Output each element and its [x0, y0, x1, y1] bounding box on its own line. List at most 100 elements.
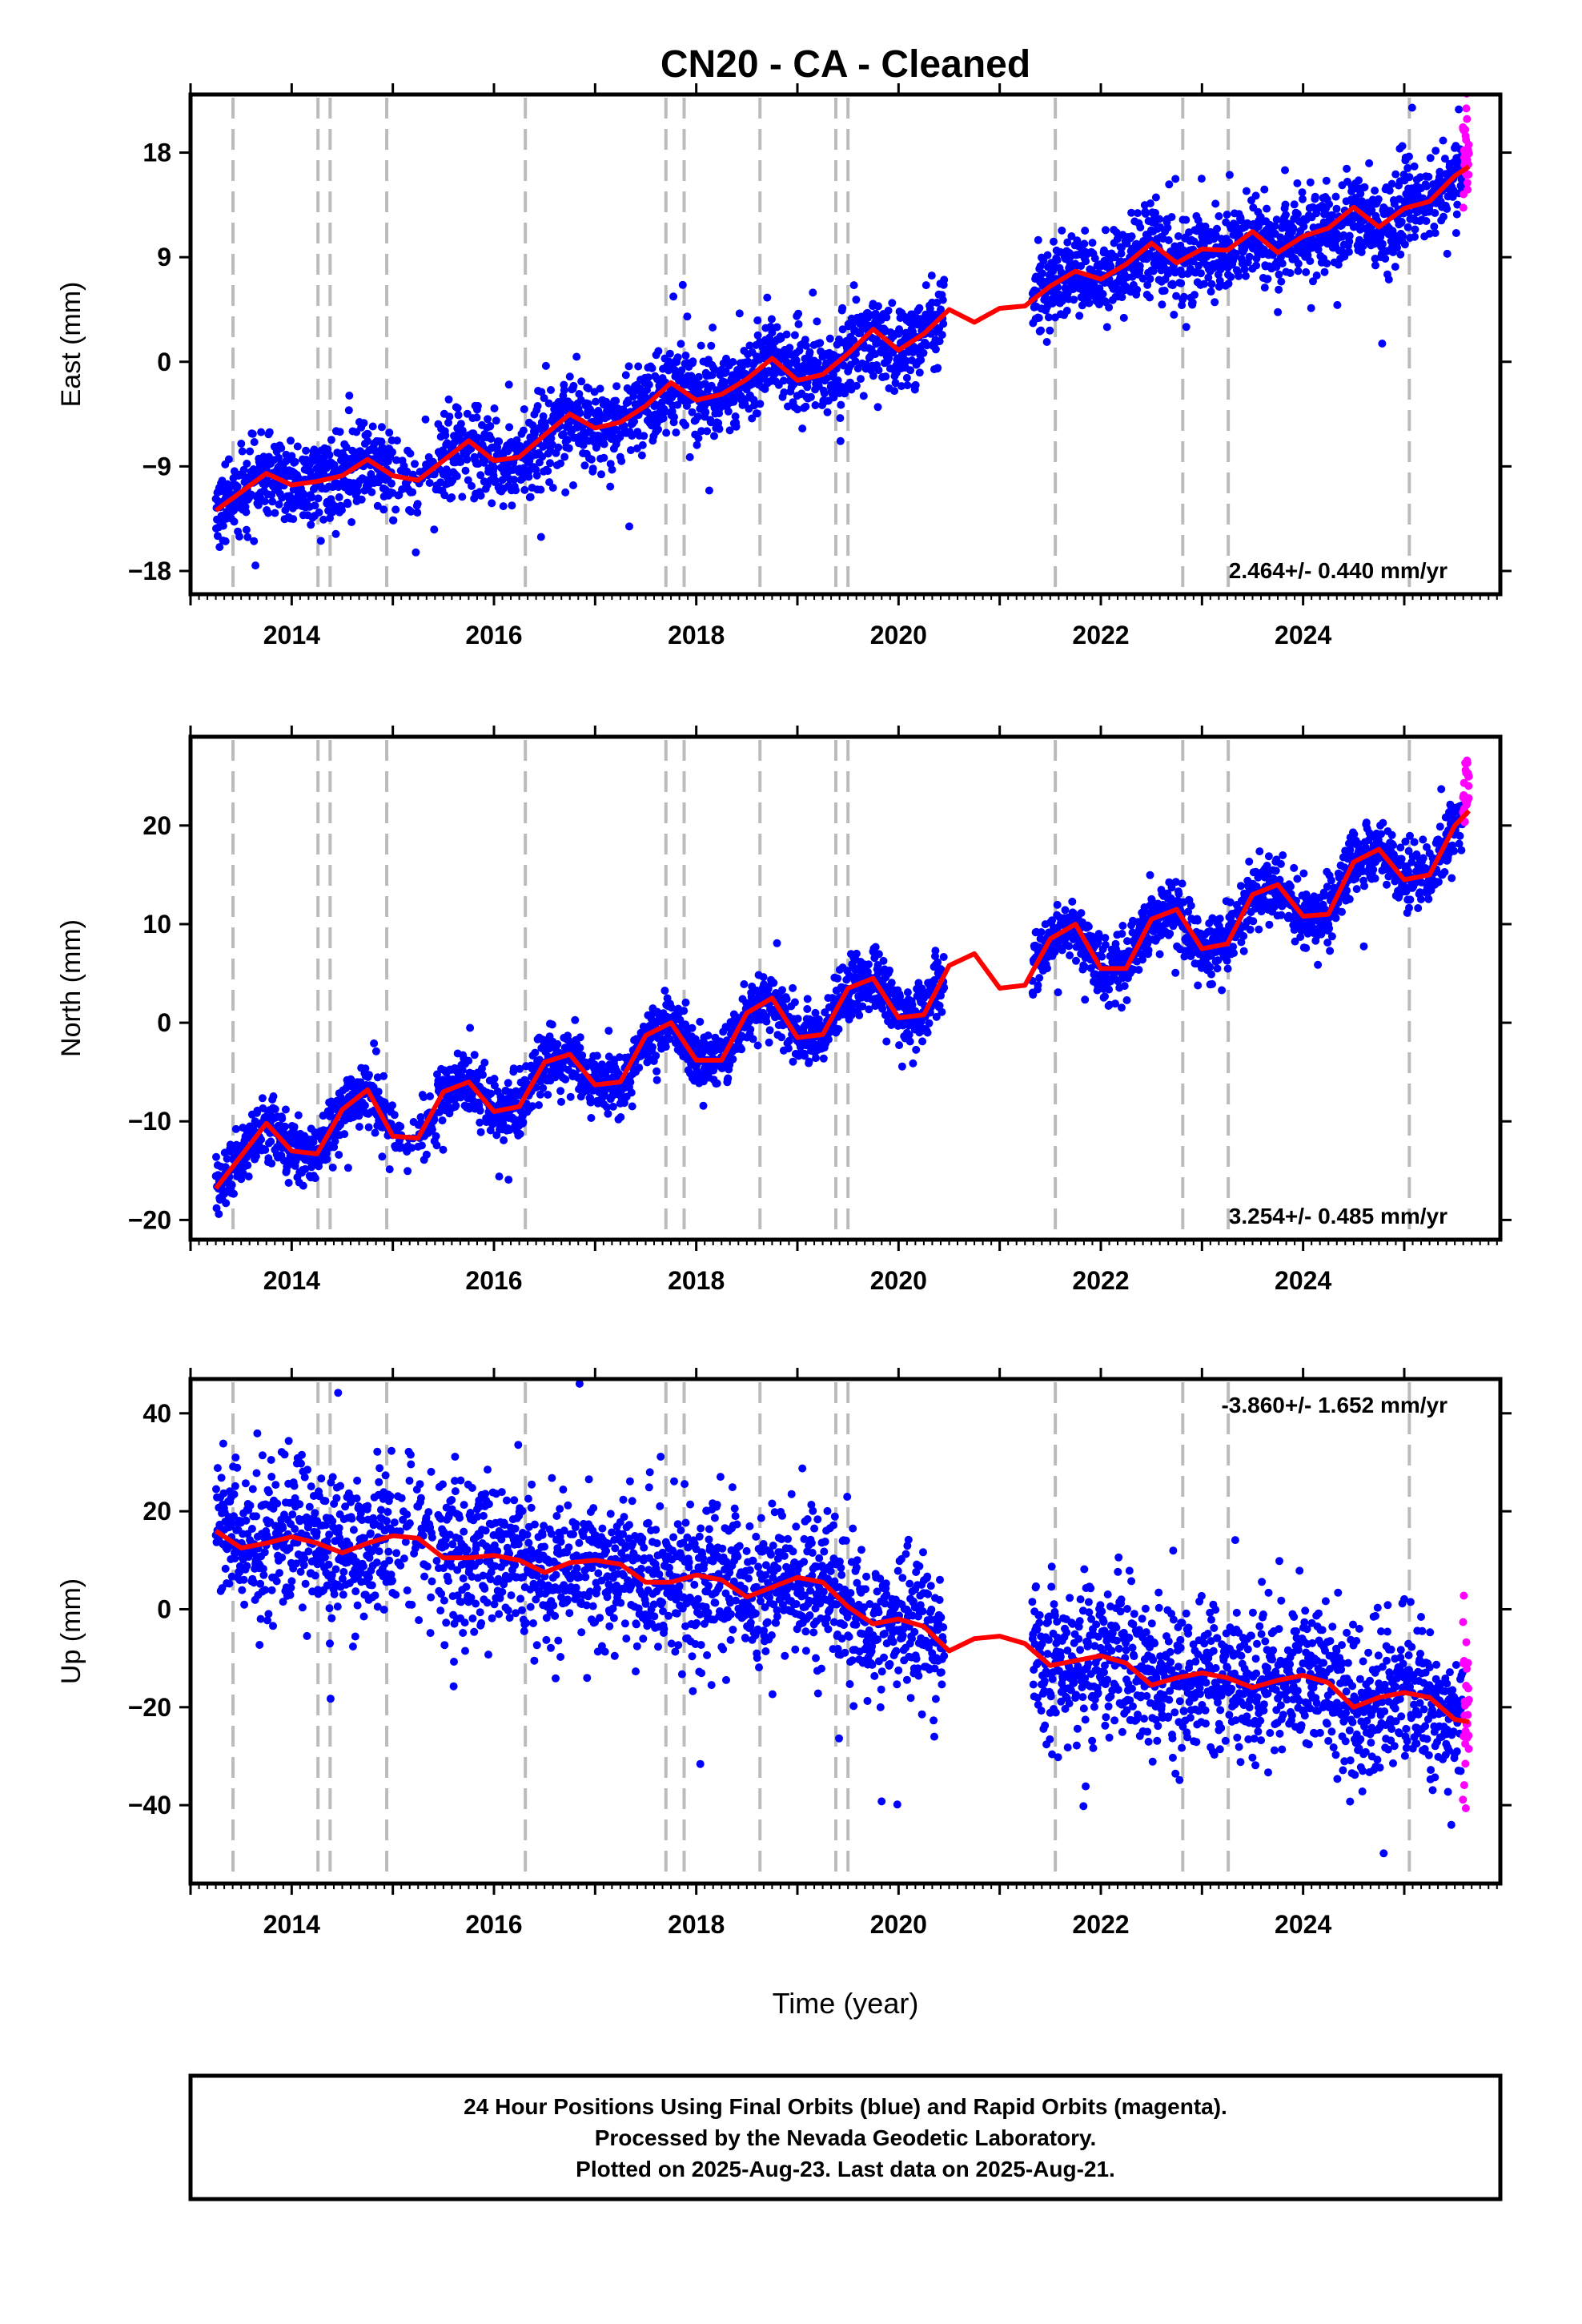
data-point-final: [731, 412, 740, 420]
data-point-final: [290, 1123, 299, 1132]
data-point-final: [528, 421, 537, 430]
data-point-final: [439, 1145, 448, 1154]
data-point-final: [1343, 164, 1351, 173]
data-point-final: [1233, 223, 1242, 232]
data-point-final: [1039, 256, 1048, 265]
data-point-final: [869, 372, 877, 380]
data-point-final: [897, 382, 905, 391]
data-point-final: [1207, 279, 1216, 288]
data-point-final: [701, 408, 710, 416]
data-point-final: [344, 406, 353, 415]
data-point-final: [1298, 188, 1307, 197]
data-point-final: [1371, 187, 1379, 195]
data-point-final: [453, 404, 462, 412]
data-point-final: [357, 495, 366, 504]
data-point-final: [658, 398, 667, 407]
data-point-final: [557, 1097, 565, 1106]
data-point-final: [1105, 303, 1114, 312]
data-point-final: [715, 424, 724, 433]
data-point-final: [803, 995, 812, 1003]
data-point-final: [556, 1087, 565, 1096]
data-point-final: [1360, 183, 1369, 191]
data-point-final: [612, 396, 620, 405]
data-point-final: [626, 1078, 635, 1087]
data-point-final: [672, 428, 681, 437]
data-point-final: [1215, 283, 1223, 291]
data-point-final: [363, 430, 372, 438]
data-point-final: [569, 381, 578, 390]
data-point-rapid: [1464, 149, 1473, 158]
data-point-final: [1278, 259, 1287, 267]
data-point-final: [546, 459, 554, 468]
data-point-final: [1117, 249, 1126, 258]
data-point-final: [1185, 228, 1193, 237]
data-point-final: [1378, 340, 1387, 348]
data-point-final: [1102, 323, 1111, 332]
data-point-final: [779, 376, 788, 385]
data-point-final: [347, 1076, 356, 1084]
data-point-final: [703, 427, 712, 436]
data-point-final: [665, 349, 674, 358]
data-point-final: [565, 372, 574, 381]
data-point-final: [768, 328, 777, 337]
data-point-final: [1272, 215, 1281, 224]
data-point-final: [1400, 240, 1409, 249]
data-point-final: [1168, 281, 1177, 290]
data-point-final: [1407, 103, 1416, 112]
data-point-final: [621, 371, 630, 380]
data-point-final: [578, 1051, 587, 1059]
data-point-final: [1172, 292, 1181, 300]
data-point-final: [387, 479, 396, 488]
data-point-final: [608, 1102, 617, 1111]
y-tick-label: 18: [143, 139, 171, 167]
data-point-final: [575, 390, 584, 398]
data-point-final: [473, 401, 482, 410]
data-point-final: [1381, 255, 1390, 263]
chart-title: CN20 - CA - Cleaned: [661, 43, 1030, 86]
data-point-final: [311, 501, 319, 510]
data-point-final: [425, 479, 434, 487]
y-tick-label: −9: [143, 452, 171, 480]
data-point-final: [466, 1023, 475, 1032]
data-point-final: [580, 461, 589, 470]
data-point-final: [243, 460, 251, 468]
data-point-final: [710, 365, 719, 374]
data-point-final: [364, 1123, 373, 1132]
data-point-final: [693, 440, 701, 449]
data-point-final: [432, 1141, 441, 1150]
data-point-final: [673, 353, 682, 362]
data-point-final: [714, 419, 723, 428]
data-point-final: [230, 1189, 238, 1198]
data-point-final: [1177, 279, 1186, 287]
data-point-final: [705, 486, 713, 495]
data-point-final: [644, 373, 652, 382]
data-point-final: [782, 330, 791, 339]
observations-rapid: [1459, 94, 1473, 212]
data-point-final: [592, 397, 600, 406]
data-point-final: [1078, 301, 1086, 310]
data-point-final: [1332, 204, 1341, 213]
data-point-final: [571, 1015, 580, 1024]
data-point-final: [430, 470, 439, 479]
data-point-final: [608, 465, 616, 474]
data-point-final: [468, 481, 476, 490]
data-point-final: [490, 404, 499, 412]
data-point-final: [544, 467, 552, 476]
data-point-final: [1307, 304, 1315, 312]
data-point-final: [761, 384, 769, 393]
data-point-final: [307, 521, 315, 529]
data-point-final: [560, 386, 568, 395]
data-point-final: [587, 455, 596, 464]
data-point-final: [281, 1122, 289, 1131]
data-point-final: [696, 1017, 705, 1026]
data-point-final: [516, 1130, 524, 1138]
data-point-final: [484, 415, 492, 424]
data-point-final: [809, 288, 817, 297]
data-point-final: [1399, 231, 1407, 240]
data-point-final: [335, 493, 343, 501]
data-point-final: [361, 1064, 370, 1073]
data-point-final: [707, 341, 716, 350]
data-point-final: [849, 336, 858, 344]
data-point-final: [545, 478, 554, 487]
data-point-final: [1058, 226, 1066, 235]
